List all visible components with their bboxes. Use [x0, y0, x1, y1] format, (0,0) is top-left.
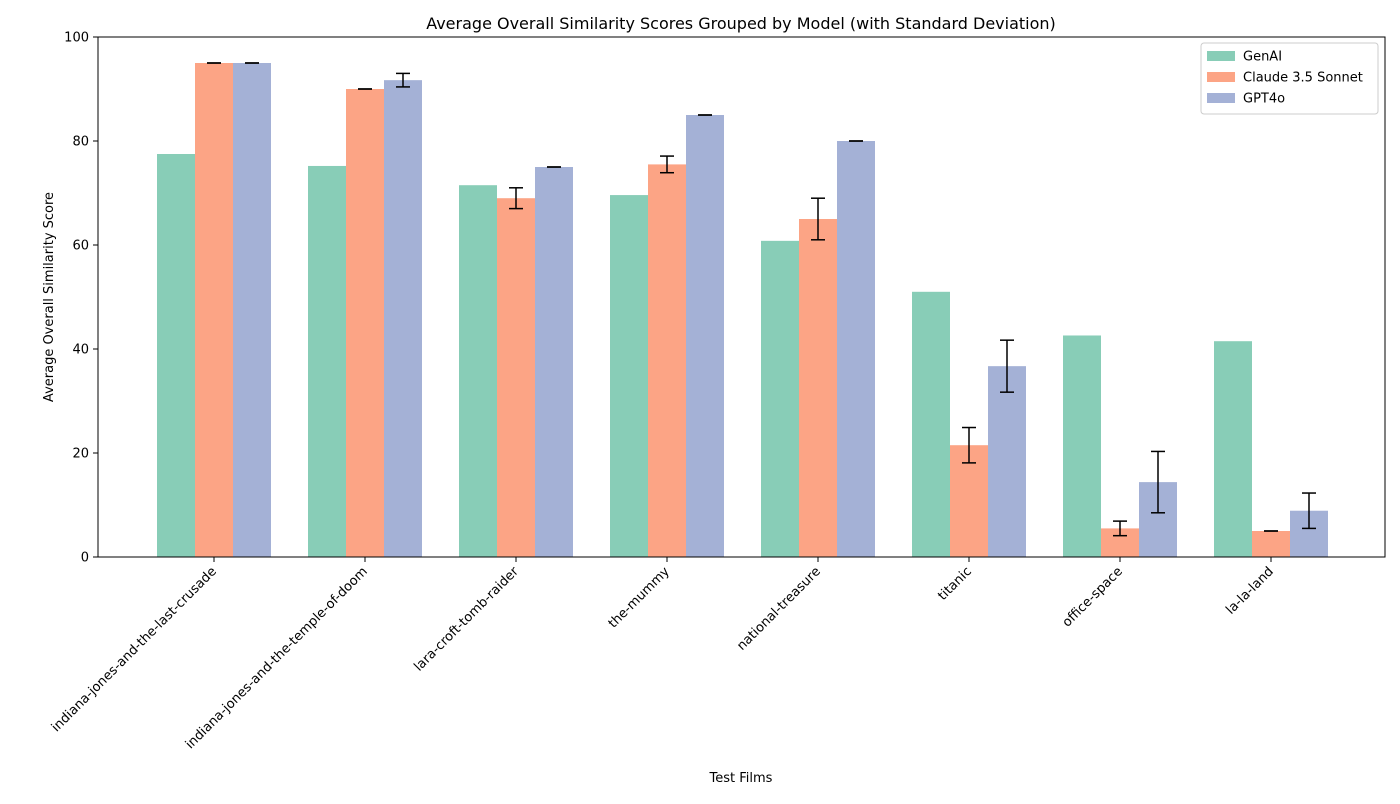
error-bar-claude-3-5-sonnet-national-treasure	[811, 197, 825, 241]
bar-genai-office-space	[1063, 335, 1101, 557]
error-bar-claude-3-5-sonnet-the-mummy	[660, 155, 674, 174]
error-bars-group	[207, 62, 1316, 537]
legend-swatch	[1207, 51, 1235, 61]
y-tick-label: 0	[81, 551, 89, 566]
bar-genai-titanic	[912, 291, 950, 557]
x-tick-label: lara-croft-tomb-raider	[411, 564, 522, 675]
error-bar-gpt4o-office-space	[1151, 450, 1165, 514]
y-axis: 0 20 40 60 80 100	[64, 31, 98, 566]
bar-gpt4o-lara-croft-tomb-raider	[535, 167, 573, 557]
legend-label: Claude 3.5 Sonnet	[1243, 71, 1363, 86]
bar-claude-3-5-sonnet-indiana-jones-and-the-temple-of-doom	[346, 89, 384, 557]
bar-claude-3-5-sonnet-the-mummy	[648, 164, 686, 557]
plot-frame	[97, 36, 1386, 558]
bar-gpt4o-the-mummy	[686, 115, 724, 557]
bar-genai-indiana-jones-and-the-last-crusade	[157, 154, 195, 557]
bar-gpt4o-indiana-jones-and-the-temple-of-doom	[384, 80, 422, 557]
x-axis: indiana-jones-and-the-last-crusadeindian…	[49, 557, 1277, 752]
bar-claude-3-5-sonnet-la-la-land	[1252, 531, 1290, 557]
bar-claude-3-5-sonnet-national-treasure	[799, 219, 837, 557]
legend-item-claude-3-5-sonnet: Claude 3.5 Sonnet	[1207, 71, 1363, 86]
legend-frame	[1200, 42, 1379, 115]
error-bar-gpt4o-titanic	[1000, 339, 1014, 393]
legend: GenAI Claude 3.5 Sonnet GPT4o	[1200, 42, 1379, 115]
legend-item-genai: GenAI	[1207, 50, 1282, 65]
bar-genai-national-treasure	[761, 240, 799, 557]
bar-gpt4o-national-treasure	[837, 141, 875, 557]
x-tick-label: indiana-jones-and-the-last-crusade	[49, 564, 220, 735]
y-axis-label: Average Overall Similarity Score	[42, 192, 57, 402]
y-tick-label: 20	[72, 447, 89, 462]
bar-gpt4o-titanic	[988, 366, 1026, 557]
bar-claude-3-5-sonnet-titanic	[950, 445, 988, 557]
legend-label: GPT4o	[1243, 92, 1285, 107]
error-bar-claude-3-5-sonnet-lara-croft-tomb-raider	[509, 187, 523, 210]
y-tick-label: 100	[64, 31, 89, 46]
bar-claude-3-5-sonnet-indiana-jones-and-the-last-crusade	[195, 63, 233, 557]
x-axis-label: Test Films	[709, 771, 773, 786]
x-tick-label: the-mummy	[606, 564, 673, 631]
y-tick-label: 80	[72, 135, 89, 150]
legend-label: GenAI	[1243, 50, 1282, 65]
x-tick-label: la-la-land	[1223, 564, 1276, 617]
bar-genai-la-la-land	[1214, 341, 1252, 557]
x-tick-label: titanic	[935, 564, 974, 603]
error-bar-claude-3-5-sonnet-titanic	[962, 426, 976, 464]
bar-gpt4o-indiana-jones-and-the-last-crusade	[233, 63, 271, 557]
x-tick-label: national-treasure	[734, 564, 824, 654]
x-tick-label: indiana-jones-and-the-temple-of-doom	[183, 564, 371, 752]
legend-swatch	[1207, 93, 1235, 103]
y-tick-label: 60	[72, 239, 89, 254]
bar-genai-indiana-jones-and-the-temple-of-doom	[308, 165, 346, 557]
legend-swatch	[1207, 72, 1235, 82]
y-tick-label: 40	[72, 343, 89, 358]
error-bar-gpt4o-la-la-land	[1302, 492, 1316, 530]
x-tick-label: office-space	[1060, 564, 1126, 630]
bars-group	[157, 63, 1328, 557]
bar-genai-lara-croft-tomb-raider	[459, 185, 497, 557]
legend-item-gpt4o: GPT4o	[1207, 92, 1285, 107]
bar-genai-the-mummy	[610, 195, 648, 557]
error-bar-claude-3-5-sonnet-office-space	[1113, 520, 1127, 537]
error-bar-gpt4o-indiana-jones-and-the-temple-of-doom	[396, 72, 410, 88]
chart-title: Average Overall Similarity Scores Groupe…	[426, 14, 1056, 33]
bar-claude-3-5-sonnet-lara-croft-tomb-raider	[497, 198, 535, 557]
